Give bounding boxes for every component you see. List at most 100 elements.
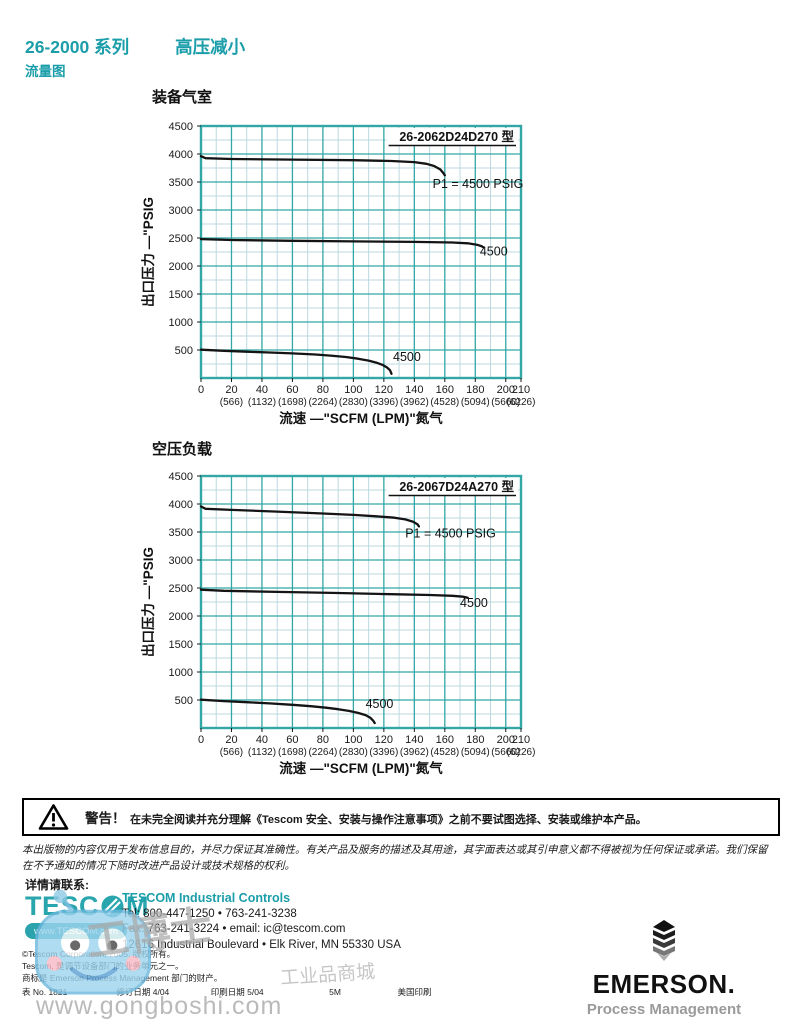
grid-major bbox=[201, 476, 521, 728]
warning-box: 警告！ 在未完全阅读并充分理解《Tescom 安全、安装与操作注意事项》之前不要… bbox=[22, 798, 780, 836]
svg-text:(3396): (3396) bbox=[369, 747, 398, 758]
svg-text:(6226): (6226) bbox=[507, 747, 536, 758]
svg-text:80: 80 bbox=[317, 734, 329, 746]
svg-text:(5094): (5094) bbox=[461, 397, 490, 408]
print-date: 印刷日期 5/04 bbox=[210, 987, 264, 997]
svg-text:(1698): (1698) bbox=[278, 397, 307, 408]
svg-text:180: 180 bbox=[466, 384, 484, 396]
svg-text:0: 0 bbox=[198, 384, 204, 396]
revision-date: 修订日期 4/04 bbox=[116, 987, 170, 997]
tescom-url-pill: www.TESCOM.com bbox=[25, 923, 127, 939]
svg-text:3500: 3500 bbox=[169, 527, 193, 539]
svg-text:500: 500 bbox=[175, 695, 193, 707]
curve-annotation: P1 = 4500 PSIG bbox=[433, 177, 524, 191]
svg-text:1000: 1000 bbox=[169, 667, 193, 679]
printed-in: 美国印刷 bbox=[397, 987, 432, 997]
copyright-block: ©Tescom Corporation, 2005. 版权所有。 Tescom,… bbox=[22, 948, 222, 984]
series-title: 26-2000 系列 bbox=[25, 37, 130, 57]
contact-fax-line: Fax: 763-241-3224 • email: ic@tescom.com bbox=[122, 923, 346, 935]
svg-text:(4528): (4528) bbox=[430, 397, 459, 408]
series-subtitle: 高压减小 bbox=[175, 37, 246, 57]
axis-ticks bbox=[197, 475, 522, 732]
flow-curve bbox=[199, 588, 469, 599]
curve-annotation: 4500 bbox=[480, 245, 508, 259]
svg-text:0: 0 bbox=[198, 734, 204, 746]
svg-text:2000: 2000 bbox=[169, 611, 193, 623]
flow-curve bbox=[199, 155, 446, 177]
model-label-bg bbox=[386, 128, 518, 145]
y-axis-title: 出口压力 —"PSIG bbox=[140, 547, 156, 657]
svg-text:140: 140 bbox=[405, 384, 423, 396]
document-number-row: 表 No. 1821 修订日期 4/04 印刷日期 5/04 5M 美国印刷 bbox=[22, 986, 432, 998]
flow-curve bbox=[199, 698, 376, 725]
svg-text:3500: 3500 bbox=[169, 177, 193, 189]
form-number: 表 No. 1821 bbox=[22, 987, 68, 997]
flow-chart-svg: 500 1000 1500 2000 2500 3000 3500 4000 4500 0 20 40… bbox=[140, 471, 536, 776]
contact-address-line: 12616 Industrial Boulevard • Elk River, … bbox=[122, 938, 401, 951]
svg-text:20: 20 bbox=[225, 384, 237, 396]
svg-text:(2830): (2830) bbox=[339, 747, 368, 758]
svg-text:1500: 1500 bbox=[169, 289, 193, 301]
emerson-division: Process Management bbox=[586, 1001, 742, 1018]
svg-text:(6226): (6226) bbox=[507, 397, 536, 408]
svg-text:100: 100 bbox=[344, 734, 362, 746]
svg-text:2500: 2500 bbox=[169, 583, 193, 595]
warning-text: 在未完全阅读并充分理解《Tescom 安全、安装与操作注意事项》之前不要试图选择… bbox=[129, 813, 647, 826]
svg-text:160: 160 bbox=[436, 734, 454, 746]
svg-text:4000: 4000 bbox=[169, 149, 193, 161]
svg-text:60: 60 bbox=[286, 734, 298, 746]
svg-text:(4528): (4528) bbox=[430, 747, 459, 758]
svg-text:(1132): (1132) bbox=[248, 747, 276, 758]
contact-heading: 详情请联系: bbox=[25, 878, 89, 892]
model-label-bg bbox=[386, 478, 518, 495]
svg-text:80: 80 bbox=[317, 384, 329, 396]
svg-text:4500: 4500 bbox=[169, 471, 193, 483]
flow-curve bbox=[199, 348, 393, 375]
svg-text:(5660): (5660) bbox=[491, 747, 520, 758]
model-label: 26-2062D24D270 型 bbox=[399, 129, 514, 144]
contact-block: TESCOM Industrial Controls Tel: 800-447-… bbox=[122, 891, 401, 953]
warning-label: 警告！ bbox=[85, 810, 126, 826]
flow-curve bbox=[199, 237, 485, 249]
chart2-flow-chart: 500 1000 1500 2000 2500 3000 3500 4000 4500 0 20 40… bbox=[133, 466, 543, 792]
trademark-line: 商标是 Emerson Process Management 部门的财产。 bbox=[22, 973, 223, 983]
curve-annotation: 4500 bbox=[460, 596, 488, 610]
plot-border bbox=[199, 474, 523, 730]
svg-text:1000: 1000 bbox=[169, 317, 193, 329]
svg-text:200: 200 bbox=[497, 734, 515, 746]
page-header: 26-2000 系列 高压减小 bbox=[25, 34, 245, 59]
svg-text:3000: 3000 bbox=[169, 555, 193, 567]
chart2-title: 空压负载 bbox=[152, 441, 213, 458]
svg-text:200: 200 bbox=[497, 384, 515, 396]
svg-text:40: 40 bbox=[256, 384, 268, 396]
contact-phone-line: Tel: 800-447-1250 • 763-241-3238 bbox=[122, 907, 297, 920]
svg-text:(566): (566) bbox=[220, 747, 243, 758]
svg-text:(2830): (2830) bbox=[339, 397, 368, 408]
svg-text:(1698): (1698) bbox=[278, 747, 307, 758]
warning-triangle-icon bbox=[38, 804, 69, 830]
svg-text:180: 180 bbox=[466, 734, 484, 746]
svg-text:210: 210 bbox=[512, 384, 530, 396]
svg-text:40: 40 bbox=[256, 734, 268, 746]
axis-ticks bbox=[197, 125, 522, 382]
svg-text:(3396): (3396) bbox=[369, 397, 398, 408]
emerson-diamond-icon bbox=[653, 920, 675, 961]
svg-text:4000: 4000 bbox=[169, 499, 193, 511]
x-axis-title: 流速 —"SCFM (LPM)"氮气 bbox=[279, 410, 443, 426]
grid-major bbox=[201, 126, 521, 378]
business-unit-line: Tescom, 是调节设备部门的业务单元之一。 bbox=[22, 961, 184, 971]
svg-text:1500: 1500 bbox=[169, 639, 193, 651]
contact-company: TESCOM Industrial Controls bbox=[122, 891, 291, 905]
tescom-logo-text-left: TESC bbox=[25, 891, 100, 921]
disclaimer-text: 本出版物的内容仅用于发布信息目的，并尽力保证其准确性。有关产品及服务的描述及其用… bbox=[22, 844, 768, 873]
svg-text:(566): (566) bbox=[220, 397, 243, 408]
svg-text:210: 210 bbox=[512, 734, 530, 746]
model-label: 26-2067D24A270 型 bbox=[399, 479, 514, 494]
svg-text:140: 140 bbox=[405, 734, 423, 746]
svg-text:4500: 4500 bbox=[169, 121, 193, 133]
svg-text:20: 20 bbox=[225, 734, 237, 746]
section-title: 流量图 bbox=[25, 64, 66, 79]
svg-text:60: 60 bbox=[286, 384, 298, 396]
svg-text:500: 500 bbox=[175, 345, 193, 357]
